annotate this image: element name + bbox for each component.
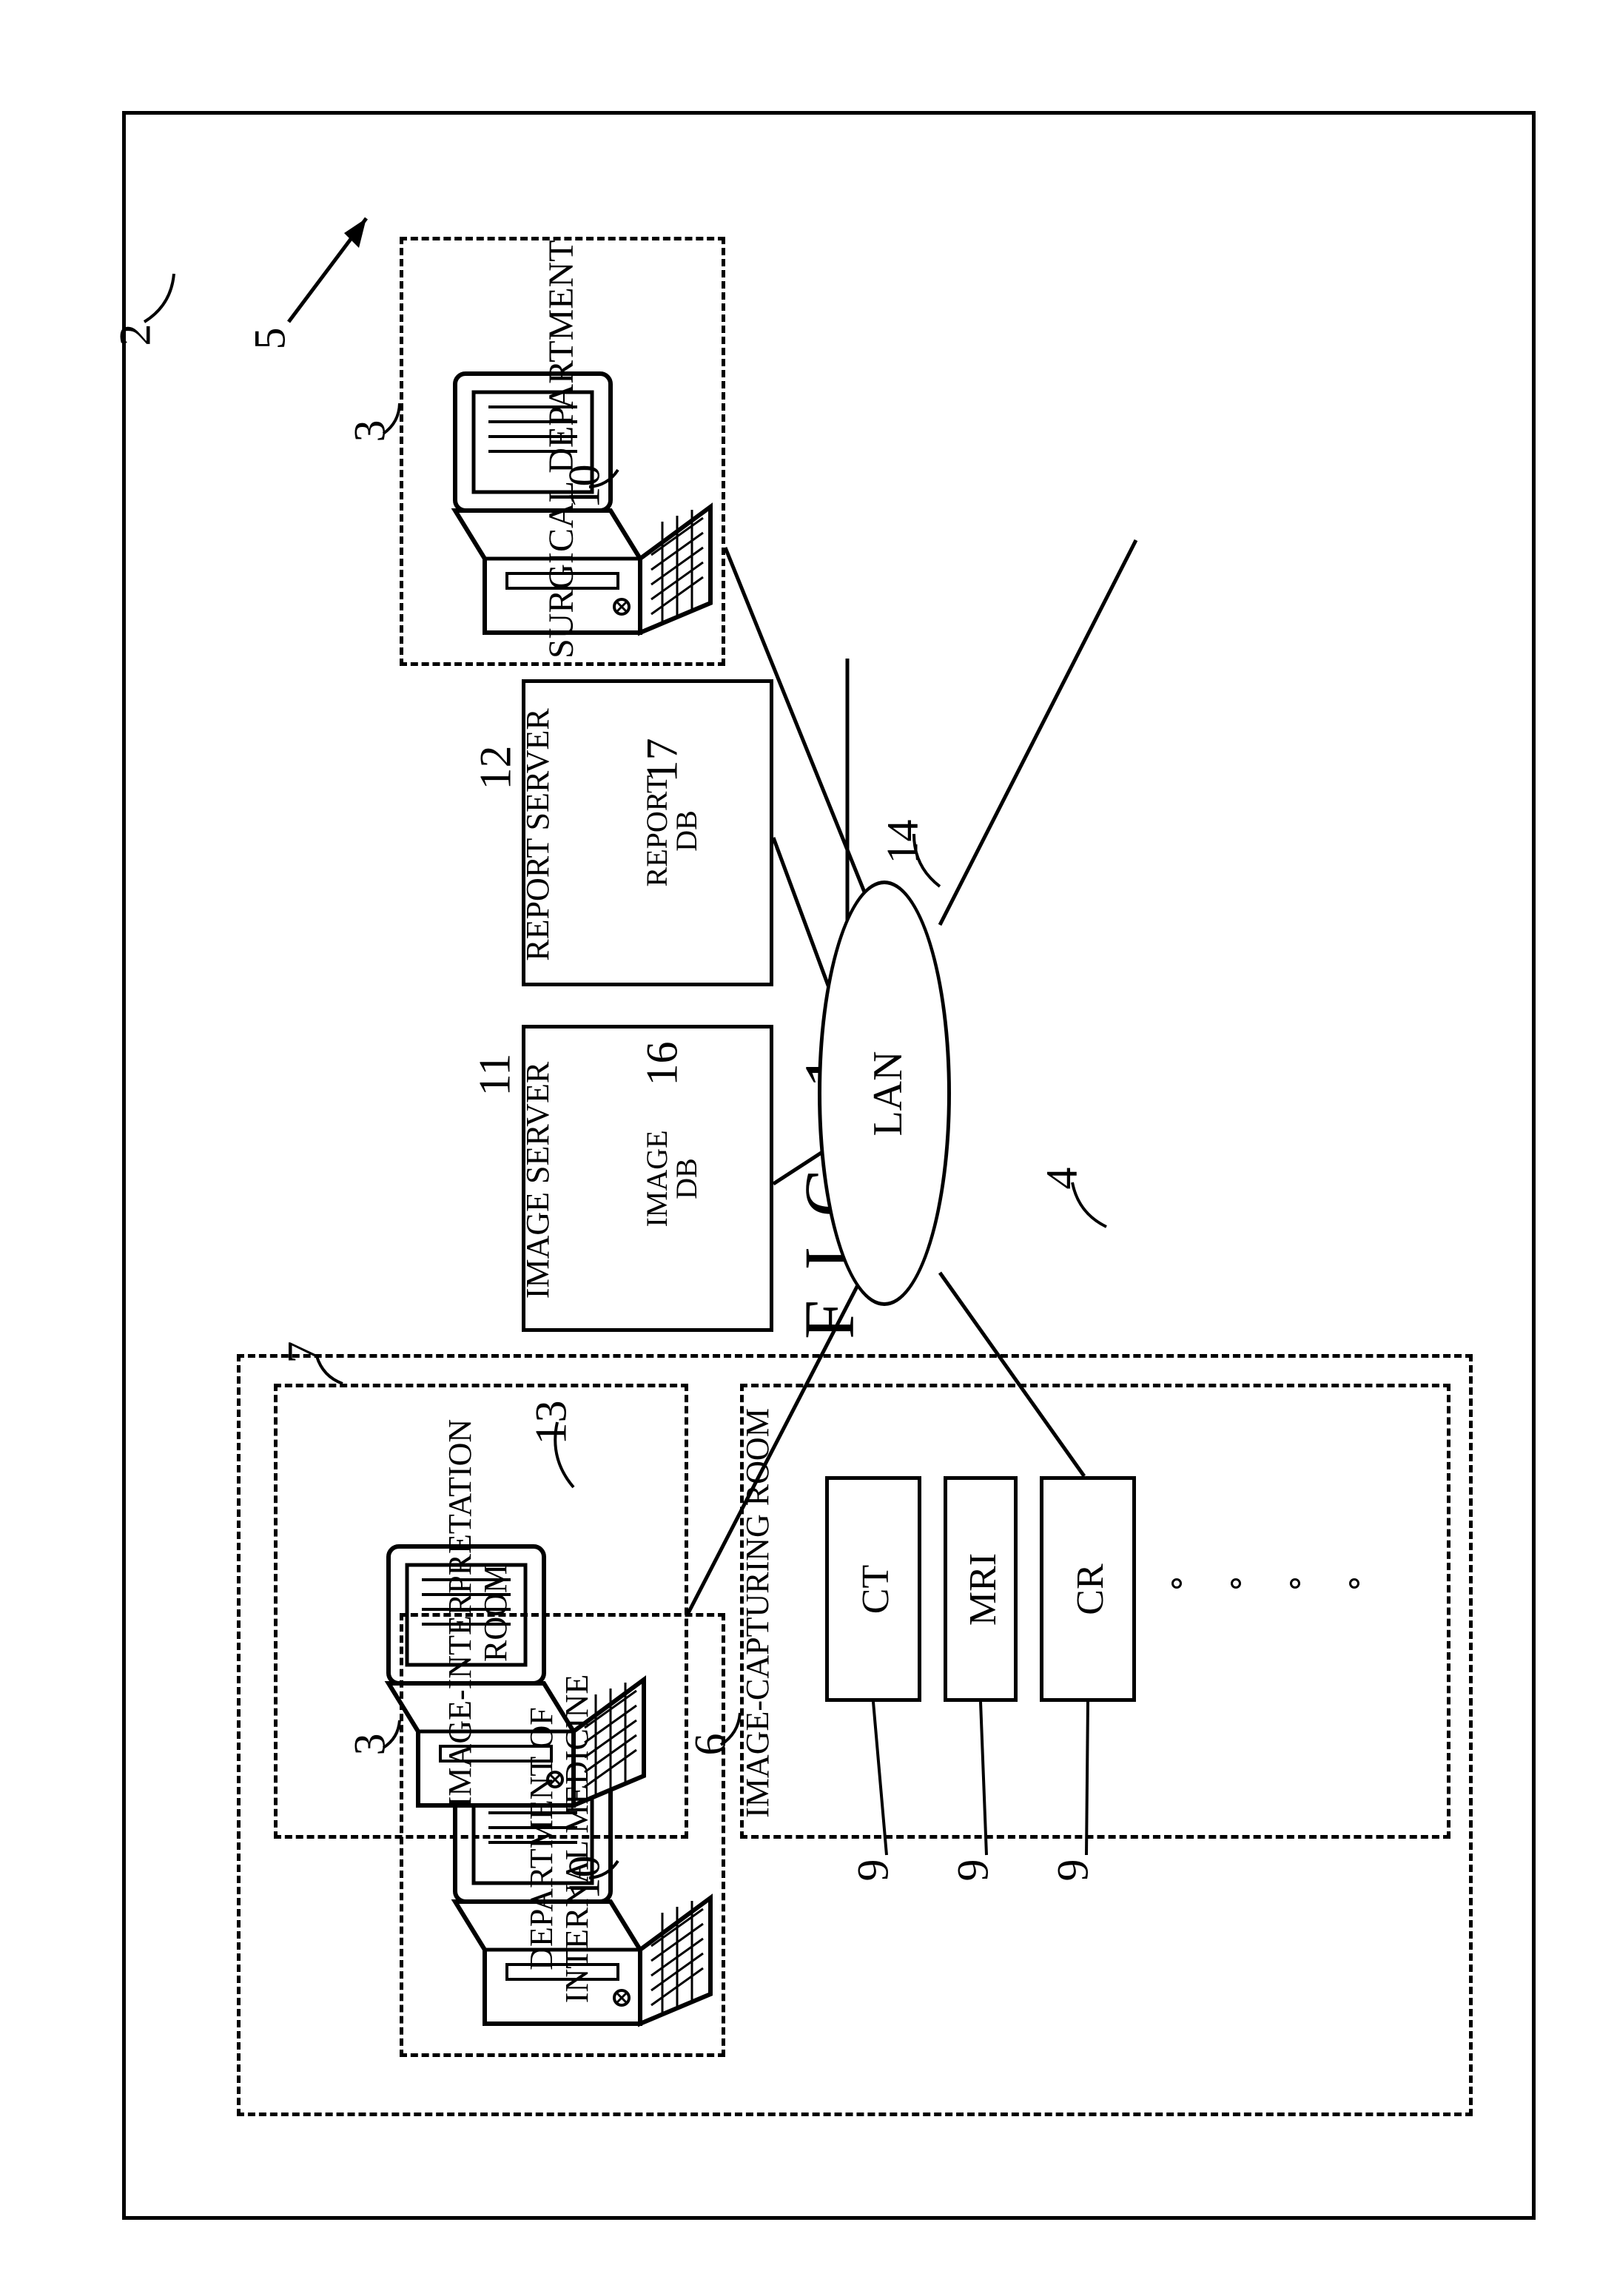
ref-14: 14 bbox=[878, 820, 929, 864]
ref-6: 6 bbox=[685, 1734, 736, 1756]
modality-ct-label: CT bbox=[855, 1530, 892, 1649]
ref-7: 7 bbox=[278, 1341, 329, 1364]
ref-13: 13 bbox=[526, 1401, 577, 1445]
interpretation-room-label: IMAGE-INTERPRETATION ROOM bbox=[443, 1398, 517, 1828]
interpretation-room-line2: ROOM bbox=[477, 1564, 514, 1662]
modality-dot bbox=[1290, 1578, 1300, 1589]
ref-12: 12 bbox=[471, 746, 522, 790]
modality-dot bbox=[1349, 1578, 1359, 1589]
report-db-label2: DB bbox=[670, 768, 707, 894]
ref-16: 16 bbox=[637, 1042, 688, 1086]
ref-3b: 3 bbox=[345, 1734, 396, 1756]
interpretation-room-line1: IMAGE-INTERPRETATION bbox=[442, 1419, 478, 1807]
image-db-label2: DB bbox=[670, 1116, 707, 1242]
lan-label: LAN bbox=[866, 1034, 903, 1153]
ref-10a: 10 bbox=[559, 465, 611, 509]
ref-11: 11 bbox=[469, 1054, 520, 1097]
ref-4: 4 bbox=[1037, 1168, 1088, 1190]
modality-cr-label: CR bbox=[1069, 1530, 1106, 1649]
ref-9a: 9 bbox=[848, 1859, 899, 1882]
ref-9c: 9 bbox=[1048, 1859, 1099, 1882]
capture-room-label: IMAGE-CAPTURING ROOM bbox=[740, 1398, 777, 1828]
ref-3a: 3 bbox=[345, 420, 396, 442]
report-server-label: REPORT SERVER bbox=[520, 694, 557, 975]
figure-canvas: F I G . 1 bbox=[30, 30, 1587, 2266]
image-server-label: IMAGE SERVER bbox=[520, 1040, 557, 1321]
modality-dot bbox=[1171, 1578, 1182, 1589]
ref-9b: 9 bbox=[948, 1859, 999, 1882]
surgical-department-label: SURGICAL DEPARTMENT bbox=[542, 244, 579, 659]
modality-dot bbox=[1231, 1578, 1241, 1589]
modality-mri-label: MRI bbox=[962, 1530, 999, 1649]
ref-5: 5 bbox=[245, 328, 296, 350]
ref-2: 2 bbox=[110, 324, 161, 346]
ref-17: 17 bbox=[637, 738, 688, 783]
ref-10b: 10 bbox=[559, 1856, 611, 1900]
